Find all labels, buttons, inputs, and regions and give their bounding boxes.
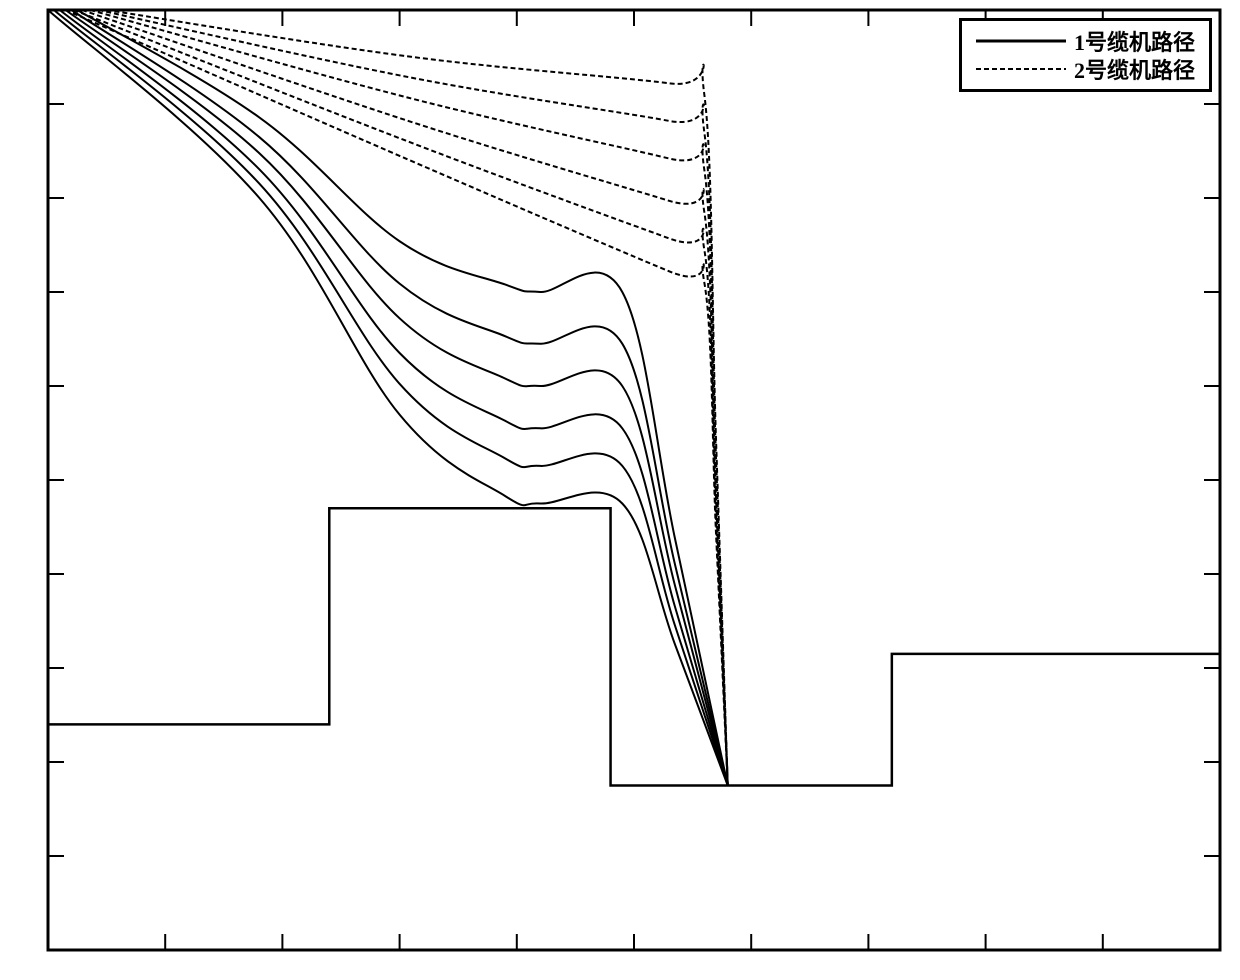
cable1-path [48, 10, 728, 786]
cable1-path [54, 10, 728, 786]
legend-swatch [976, 31, 1066, 51]
legend-swatch [976, 59, 1066, 79]
cable1-path [66, 10, 728, 786]
cable1-path [77, 10, 727, 786]
plot-svg [0, 0, 1240, 980]
legend-row: 1号缆机路径 [976, 27, 1195, 55]
terrain-profile [48, 508, 1220, 785]
legend-label: 2号缆机路径 [1074, 53, 1195, 85]
plot-root: 1号缆机路径2号缆机路径 [0, 0, 1240, 980]
cable1-group [48, 10, 728, 786]
cable2-path [82, 10, 728, 786]
legend: 1号缆机路径2号缆机路径 [959, 18, 1212, 92]
legend-row: 2号缆机路径 [976, 55, 1195, 83]
cable1-path [60, 10, 728, 786]
